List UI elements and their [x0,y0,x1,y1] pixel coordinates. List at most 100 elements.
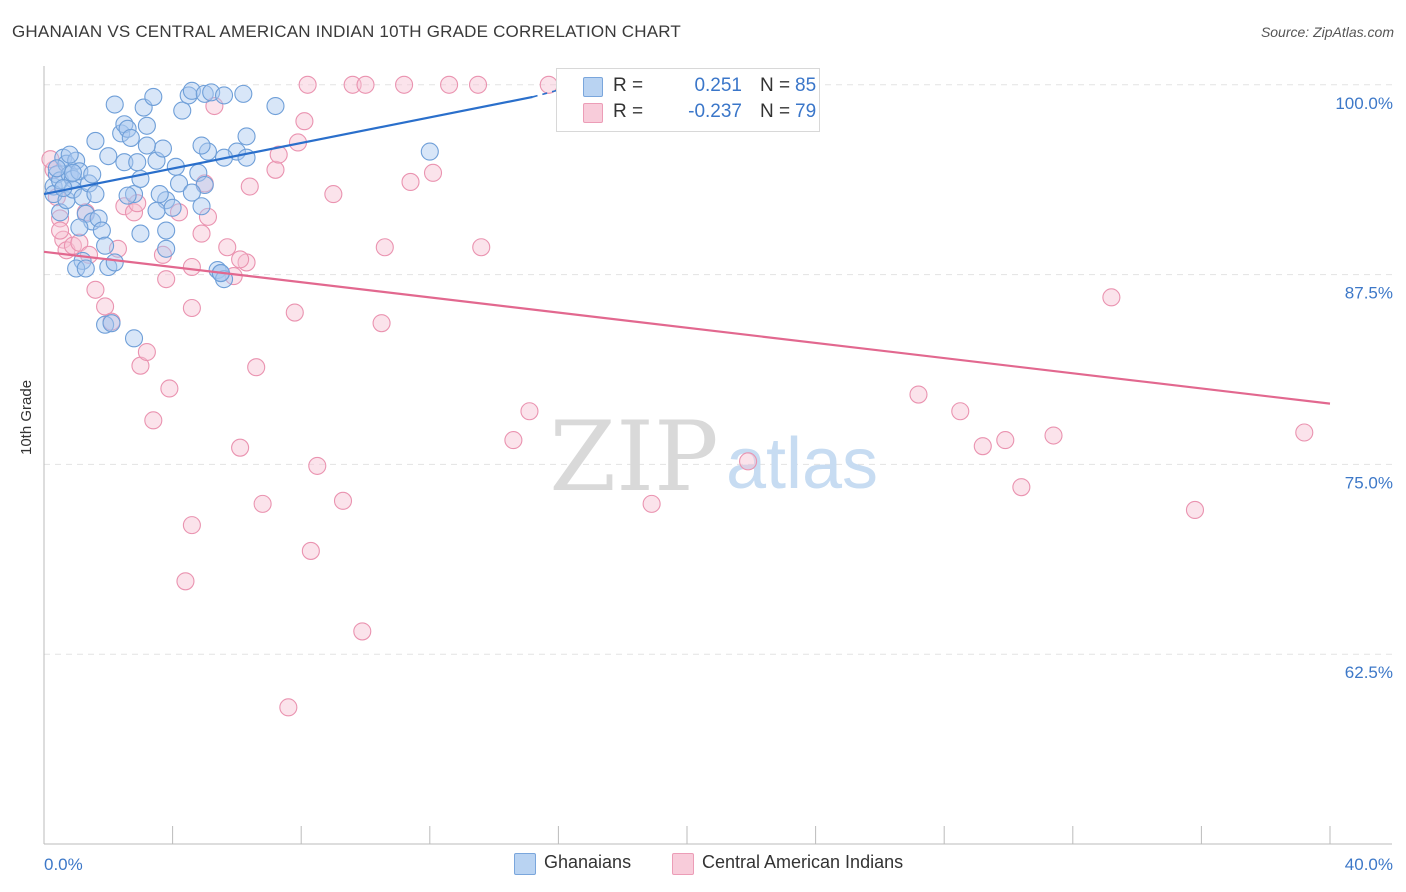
data-point-central-american-indians [468,75,488,94]
data-point-central-american-indians [308,456,327,475]
y-tick-label: 62.5% [1345,663,1393,682]
data-point-ghanaians [237,127,256,146]
data-point-ghanaians [157,221,176,240]
series-ghanaians [44,81,439,348]
y-tick-label: 75.0% [1345,473,1393,492]
data-point-central-american-indians [70,233,89,252]
data-point-ghanaians [86,185,105,204]
data-point-ghanaians [214,86,234,105]
legend-r-value: -0.237 [688,101,742,122]
data-point-ghanaians [182,183,201,202]
source-label: Source: ZipAtlas.com [1260,24,1394,40]
legend-swatch-blue [583,77,603,97]
data-point-central-american-indians [504,431,523,450]
data-point-ghanaians [70,218,89,237]
data-point-central-american-indians [1012,478,1031,497]
data-point-ghanaians [153,139,173,158]
data-point-central-american-indians [182,298,201,318]
data-point-ghanaians [234,84,253,103]
trend-line-ghanaians [43,95,533,196]
data-point-central-american-indians [240,177,259,196]
data-point-central-american-indians [86,280,105,299]
data-point-central-american-indians [192,224,211,243]
data-point-ghanaians [102,314,121,333]
data-point-central-american-indians [353,622,372,641]
legend-swatch-pink [583,103,603,123]
data-point-ghanaians [266,96,285,116]
data-point-ghanaians [47,159,66,178]
data-point-ghanaians [83,165,102,184]
data-point-ghanaians [144,87,163,106]
data-point-central-american-indians [295,112,314,131]
data-point-ghanaians [124,329,144,348]
y-tick-label: 87.5% [1345,284,1393,303]
watermark: ZIP atlas [549,401,878,513]
data-point-central-american-indians [266,160,285,179]
data-point-central-american-indians [182,257,201,277]
data-point-ghanaians [157,239,176,258]
data-point-ghanaians [76,259,95,278]
data-point-ghanaians [124,185,144,204]
y-tick-label: 100.0% [1335,94,1393,113]
legend-n-label: N = [760,101,791,122]
data-point-ghanaians [118,186,137,205]
data-point-central-american-indians [51,221,70,240]
data-point-ghanaians [105,95,124,114]
bottom-legend-swatch-pink [672,853,694,875]
data-point-central-american-indians [285,303,304,322]
data-point-central-american-indians [157,270,176,289]
data-point-central-american-indians [372,314,391,333]
series-central-american-indians [41,75,1314,717]
data-point-central-american-indians [996,431,1015,450]
data-point-ghanaians [147,201,166,220]
data-point-central-american-indians [333,491,353,510]
data-point-central-american-indians [973,437,992,456]
data-point-central-american-indians [182,516,201,535]
data-point-ghanaians [86,131,105,151]
legend-n-label: N = [760,75,791,96]
data-point-central-american-indians [169,203,189,222]
data-point-ghanaians [420,142,439,161]
data-point-ghanaians [169,174,189,193]
data-point-central-american-indians [1295,423,1314,442]
data-point-central-american-indians [1102,288,1121,307]
data-point-central-american-indians [520,402,539,421]
data-point-ghanaians [195,84,214,103]
data-point-ghanaians [192,197,211,216]
data-point-central-american-indians [253,494,272,513]
data-point-ghanaians [60,145,79,164]
gridlines [44,84,1392,655]
data-point-ghanaians [173,101,192,120]
data-point-central-american-indians [343,75,362,94]
data-point-central-american-indians [1044,426,1063,445]
data-point-ghanaians [121,128,140,147]
data-point-central-american-indians [395,75,414,94]
data-point-ghanaians [163,198,182,217]
data-point-central-american-indians [96,297,115,316]
data-point-central-american-indians [137,342,156,362]
data-point-ghanaians [115,153,134,172]
axes [43,66,1392,845]
data-point-central-american-indians [269,145,288,164]
data-point-ghanaians [96,315,115,334]
data-point-central-american-indians [198,207,218,226]
legend-r-label: R = [613,101,644,122]
data-point-central-american-indians [279,698,298,717]
data-point-central-american-indians [423,163,443,182]
data-point-central-american-indians [440,75,459,94]
data-point-ghanaians [96,236,115,255]
data-point-central-american-indians [951,402,970,421]
data-point-central-american-indians [642,494,661,513]
data-point-central-american-indians [401,172,420,192]
data-point-ghanaians [208,260,227,280]
data-point-ghanaians [63,163,82,182]
data-point-central-american-indians [218,238,237,257]
legend-box: R = 0.251 N = 85 R = -0.237 N = 79 [556,68,820,132]
trend-line-central-american-indians [43,250,1331,405]
data-point-ghanaians [128,153,147,172]
data-point-ghanaians [99,147,118,166]
data-point-central-american-indians [375,238,394,257]
data-point-ghanaians [131,224,150,243]
bottom-legend-label: Ghanaians [544,852,632,872]
legend-n-value: 85 [795,75,817,96]
